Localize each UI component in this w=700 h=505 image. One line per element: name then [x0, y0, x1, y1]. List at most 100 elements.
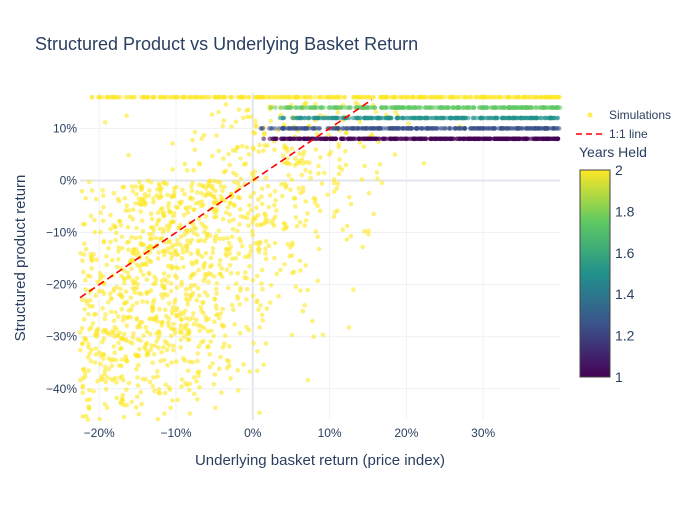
colorbar-tick-label: 1.4 — [615, 286, 635, 302]
scatter-point — [534, 94, 539, 100]
scatter-point — [189, 188, 195, 194]
scatter-point — [218, 311, 224, 316]
scatter-point — [290, 270, 295, 276]
scatter-point — [169, 360, 174, 365]
scatter-point — [407, 126, 412, 131]
scatter-point — [135, 375, 140, 380]
scatter-point — [239, 94, 244, 100]
scatter-point — [120, 392, 126, 398]
scatter-point — [211, 194, 217, 200]
scatter-point — [151, 94, 156, 100]
scatter-point — [151, 196, 156, 201]
scatter-point — [117, 363, 122, 368]
scatter-point — [138, 240, 144, 246]
scatter-point — [156, 250, 161, 255]
scatter-point — [124, 387, 129, 392]
scatter-point — [182, 161, 188, 167]
scatter-point — [187, 205, 193, 210]
scatter-point — [492, 105, 498, 110]
scatter-point — [219, 390, 224, 395]
scatter-point — [126, 247, 131, 253]
scatter-point — [451, 105, 456, 110]
scatter-point — [96, 350, 102, 355]
scatter-point — [145, 351, 150, 356]
scatter-point — [538, 94, 543, 100]
scatter-point — [348, 233, 354, 239]
scatter-point — [471, 105, 477, 110]
scatter-point — [256, 246, 261, 252]
scatter-point — [190, 196, 195, 201]
scatter-point — [139, 320, 145, 325]
scatter-point — [136, 290, 142, 296]
scatter-point — [222, 184, 227, 190]
scatter-point — [378, 126, 384, 131]
legend-simulations-marker — [587, 112, 593, 118]
scatter-point — [222, 341, 227, 346]
scatter-point — [171, 348, 176, 353]
scatter-point — [417, 94, 423, 100]
scatter-point — [272, 188, 278, 194]
scatter-point — [314, 136, 320, 142]
scatter-point — [236, 251, 241, 256]
scatter-point — [119, 397, 125, 402]
scatter-point — [120, 318, 126, 323]
scatter-point — [316, 246, 322, 252]
scatter-point — [527, 115, 533, 121]
scatter-point — [327, 115, 332, 121]
scatter-point — [226, 151, 231, 157]
scatter-point — [182, 358, 188, 363]
scatter-point — [159, 278, 165, 284]
scatter-point — [317, 94, 322, 100]
scatter-point — [305, 377, 311, 383]
scatter-point — [298, 288, 303, 293]
scatter-point — [205, 231, 210, 237]
scatter-point — [284, 146, 289, 151]
scatter-point — [305, 287, 311, 293]
scatter-point — [235, 194, 241, 200]
scatter-point — [392, 136, 398, 142]
scatter-point — [263, 341, 269, 346]
scatter-point — [170, 398, 175, 403]
scatter-point — [190, 180, 195, 186]
scatter-point — [239, 243, 245, 249]
scatter-point — [302, 94, 307, 100]
scatter-point — [175, 252, 181, 257]
scatter-point — [165, 192, 170, 198]
scatter-point — [200, 310, 206, 316]
scatter-point — [201, 325, 207, 331]
colorbar-tick-label: 1.6 — [615, 245, 635, 261]
scatter-point — [259, 222, 265, 227]
scatter-point — [255, 349, 260, 354]
scatter-point — [343, 162, 349, 168]
scatter-point — [214, 133, 219, 138]
scatter-point — [533, 105, 538, 110]
colorbar-tick-labels: 1 1.2 1.4 1.6 1.8 2 — [615, 162, 635, 385]
scatter-point — [166, 316, 172, 321]
scatter-point — [139, 218, 145, 223]
scatter-point — [266, 243, 272, 248]
scatter-point — [303, 167, 308, 173]
scatter-point — [189, 260, 194, 265]
scatter-point — [474, 115, 479, 121]
scatter-point — [395, 136, 401, 142]
scatter-point — [103, 312, 108, 317]
scatter-point — [358, 115, 363, 121]
scatter-point — [112, 350, 118, 356]
scatter-point — [212, 274, 217, 279]
scatter-point — [166, 385, 172, 390]
scatter-point — [135, 250, 141, 256]
scatter-point — [254, 368, 260, 374]
scatter-point — [448, 115, 454, 121]
scatter-point — [237, 184, 243, 190]
scatter-point — [196, 216, 202, 221]
scatter-point — [276, 294, 281, 299]
colorbar — [579, 169, 611, 378]
legend[interactable]: Simulations 1:1 line — [576, 108, 671, 141]
scatter-point — [303, 263, 309, 268]
scatter-point — [257, 142, 262, 148]
scatter-point — [333, 136, 338, 142]
scatter-point — [89, 347, 94, 353]
scatter-point — [206, 271, 212, 276]
scatter-point — [331, 214, 337, 219]
scatter-point — [132, 286, 137, 292]
